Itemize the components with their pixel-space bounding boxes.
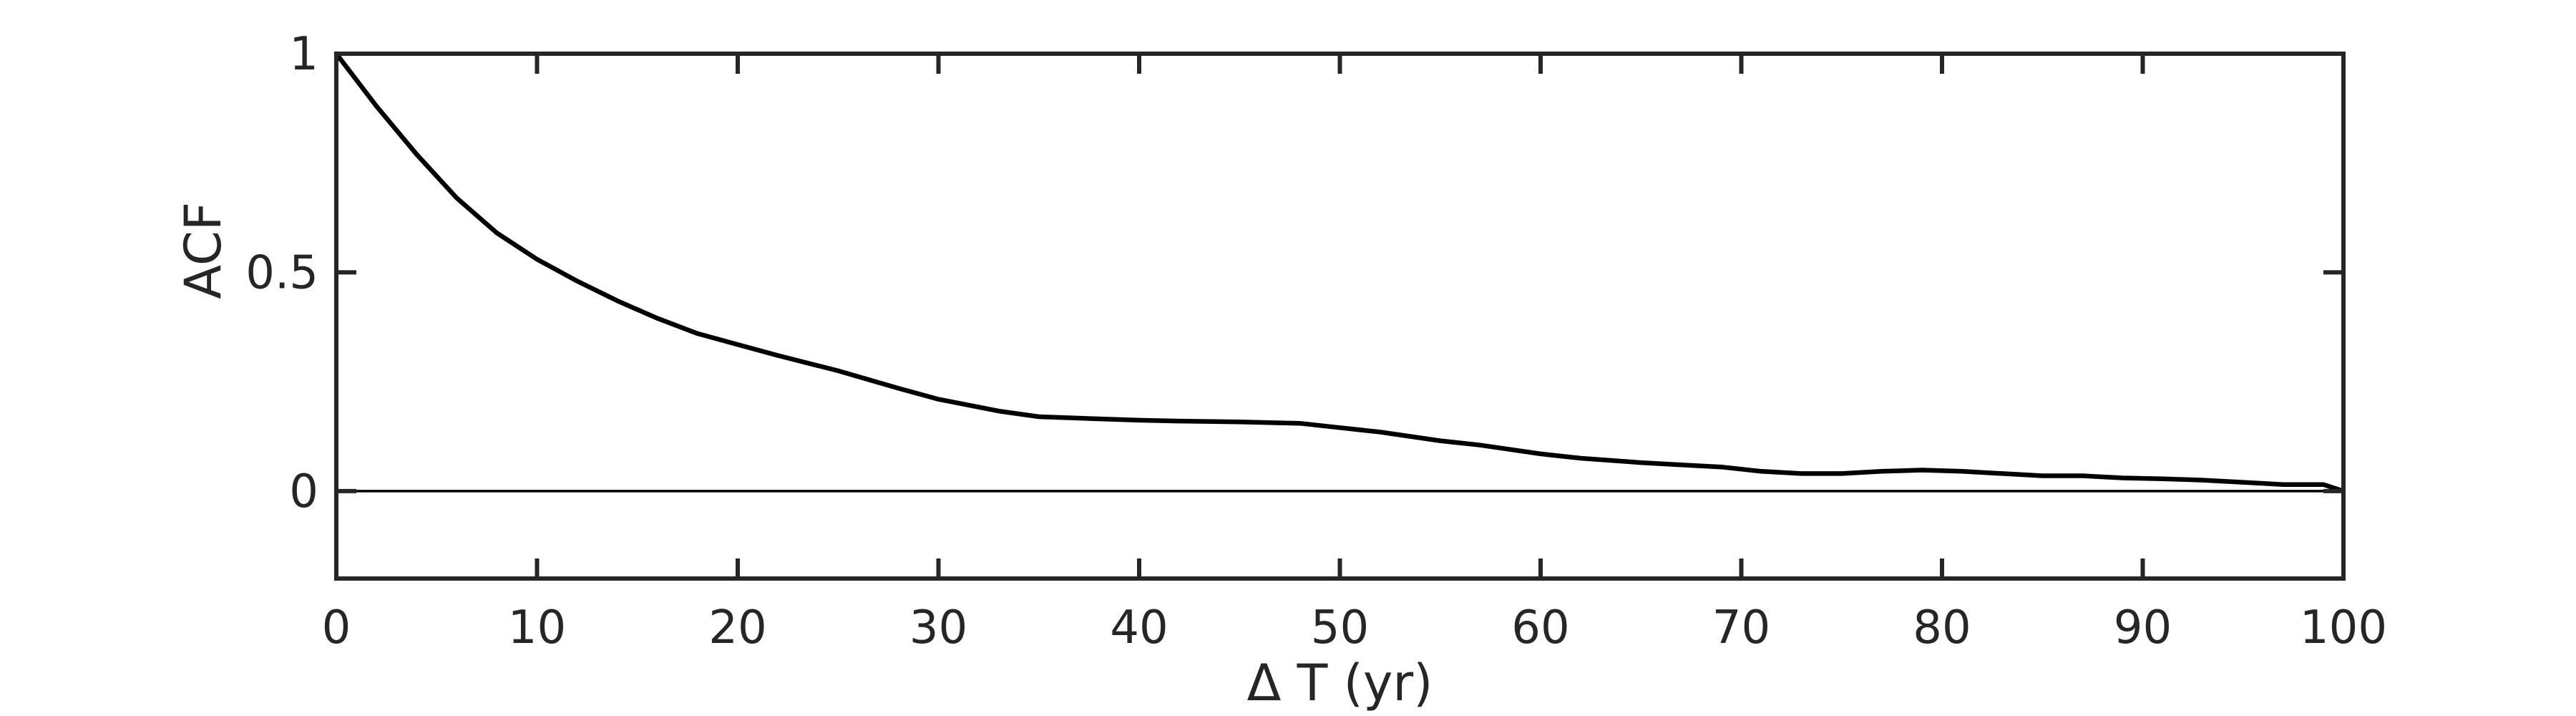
x-tick-label: 70: [1712, 601, 1770, 654]
plot-frame: [334, 52, 2346, 581]
x-tick-label: 10: [508, 601, 566, 654]
x-tick-label: 40: [1110, 601, 1168, 654]
y-tick-label: 1: [289, 28, 318, 81]
x-tick-label: 100: [2300, 601, 2387, 654]
y-tick-label: 0: [289, 465, 318, 518]
x-tick-label: 0: [322, 601, 351, 654]
series-line-0: [333, 51, 2346, 494]
tick-layer: 0 10 20 30 40 50 60 70 80 90 100 0 0.5 1: [245, 28, 2387, 654]
x-tick-label: 20: [708, 601, 766, 654]
x-tick-label: 60: [1511, 601, 1569, 654]
x-tick-label: 50: [1311, 601, 1369, 654]
x-tick-label: 90: [2114, 601, 2172, 654]
y-tick-label: 0.5: [245, 246, 318, 299]
x-tick-label: 80: [1913, 601, 1971, 654]
x-axis-label: Δ T (yr): [1247, 654, 1433, 712]
series-layer: [333, 51, 2346, 494]
y-axis-label: ACF: [174, 202, 233, 299]
x-tick-label: 30: [909, 601, 967, 654]
